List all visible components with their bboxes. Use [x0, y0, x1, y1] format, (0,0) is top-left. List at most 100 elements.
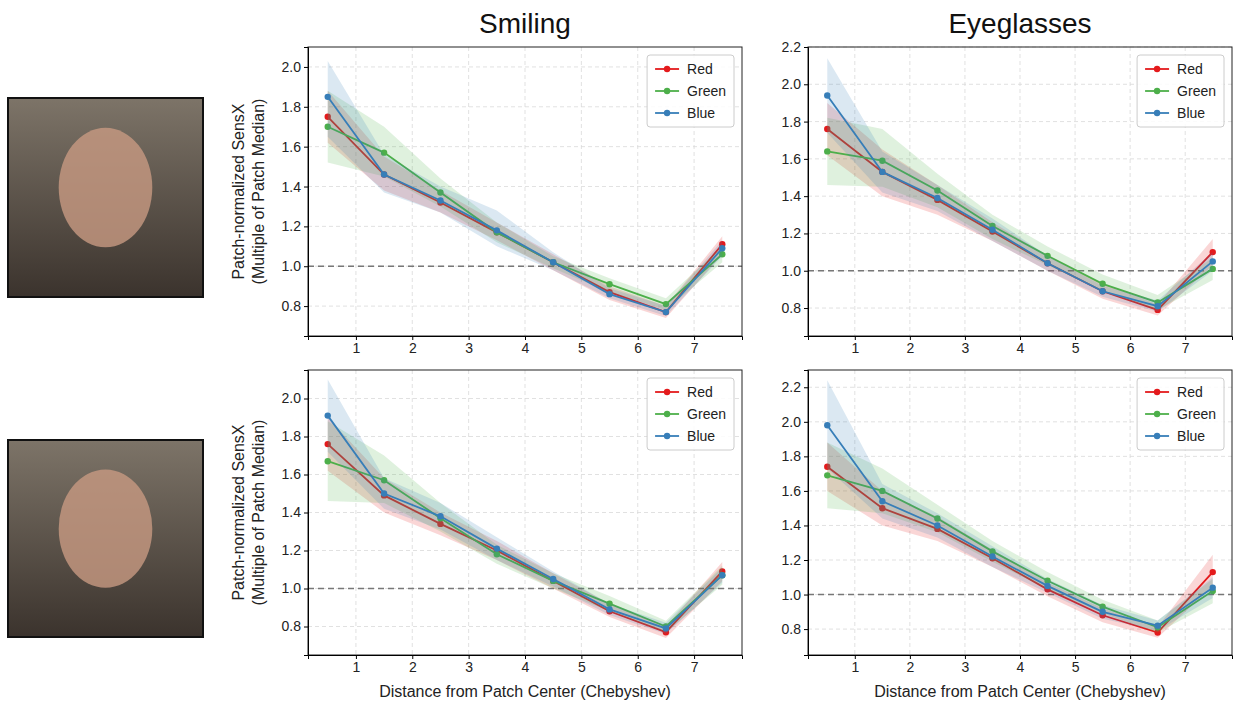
- legend-swatch: [664, 88, 670, 94]
- x-axis-title: Distance from Patch Center (Chebyshev): [379, 683, 671, 700]
- point: [663, 309, 669, 315]
- tick-label: 3: [465, 659, 473, 675]
- panel: 12345670.81.01.21.41.61.82.0Distance fro…: [230, 370, 743, 700]
- point: [381, 490, 387, 496]
- tick: 1.2: [782, 225, 808, 241]
- y-axis-title: (Multiple of Patch Median): [250, 420, 267, 606]
- tick-mark: [804, 456, 808, 457]
- y-axis: 0.81.01.21.41.61.82.0: [282, 48, 309, 337]
- legend-swatch: [664, 411, 670, 417]
- tick-mark: [304, 475, 308, 476]
- tick-label: 2: [906, 659, 914, 675]
- tick-label: 7: [691, 659, 699, 675]
- tick: 5: [578, 336, 586, 356]
- tick-label: 1.8: [282, 99, 302, 115]
- tick-label: 6: [634, 659, 642, 675]
- tick-label: 1.2: [782, 225, 802, 241]
- grid-line: [808, 308, 1232, 309]
- tick: 0.8: [282, 618, 308, 634]
- tick: 4: [1017, 655, 1025, 675]
- series: [325, 418, 726, 638]
- tick: 1.8: [782, 114, 808, 130]
- tick-mark: [804, 629, 808, 630]
- tick: 1.4: [282, 504, 308, 520]
- tick-label: 0.8: [282, 298, 302, 314]
- reference-line: [808, 270, 1232, 272]
- tick-mark: [304, 67, 308, 68]
- point: [1154, 622, 1160, 628]
- series: [824, 443, 1216, 633]
- grid-line: [808, 594, 1232, 595]
- point: [934, 522, 940, 528]
- tick-label: 1.0: [282, 258, 302, 274]
- tick-mark: [304, 513, 308, 514]
- tick-label: 3: [962, 340, 970, 356]
- tick-label: 6: [1127, 659, 1135, 675]
- tick-label: 1.6: [782, 151, 802, 167]
- legend-box: [647, 55, 734, 127]
- tick: 1: [353, 655, 361, 675]
- tick: 3: [465, 336, 473, 356]
- tick-label: 0.8: [282, 618, 302, 634]
- tick-mark: [304, 399, 308, 400]
- legend-label: Green: [687, 83, 726, 99]
- tick-label: 2.0: [782, 414, 802, 430]
- tick: 2.0: [782, 76, 808, 92]
- photo: [8, 440, 203, 637]
- legend: RedGreenBlue: [1137, 55, 1224, 127]
- series: [824, 118, 1216, 310]
- grid-line: [808, 270, 1232, 271]
- band: [328, 418, 723, 638]
- point: [824, 148, 830, 154]
- panel: 12345670.81.01.21.41.61.82.0SmilingPatch…: [230, 8, 743, 356]
- legend-swatch: [1154, 66, 1160, 72]
- photo-face: [59, 128, 153, 247]
- tick: 1.2: [282, 542, 308, 558]
- grid-line: [964, 370, 965, 655]
- reference-line: [308, 588, 742, 590]
- tick: 6: [634, 655, 642, 675]
- point: [437, 197, 443, 203]
- tick-label: 1.4: [282, 504, 302, 520]
- tick-label: 1.0: [782, 263, 802, 279]
- tick: 1.0: [282, 580, 308, 596]
- photo-frame: [8, 440, 203, 637]
- x-axis: 1234567: [309, 655, 743, 675]
- axis-line: [304, 371, 309, 656]
- tick: 4: [522, 655, 530, 675]
- tick: 7: [691, 655, 699, 675]
- point: [1044, 260, 1050, 266]
- tick: 0.8: [782, 300, 808, 316]
- tick: 2: [409, 655, 417, 675]
- tick: 3: [962, 336, 970, 356]
- tick-label: 1.6: [282, 139, 302, 155]
- grid: [808, 370, 1232, 655]
- legend-swatch: [1154, 433, 1160, 439]
- tick: 3: [962, 655, 970, 675]
- tick: 2: [906, 336, 914, 356]
- grid-line: [808, 525, 1232, 526]
- legend-swatch: [1154, 411, 1160, 417]
- tick-label: 6: [634, 340, 642, 356]
- tick-label: 0.8: [782, 621, 802, 637]
- tick: 1.0: [282, 258, 308, 274]
- legend: RedGreenBlue: [647, 55, 734, 127]
- tick-mark: [304, 627, 308, 628]
- line: [328, 127, 723, 304]
- grid-line: [308, 306, 742, 307]
- tick-label: 3: [465, 340, 473, 356]
- tick-mark: [804, 595, 808, 596]
- band: [827, 103, 1212, 316]
- point: [606, 606, 612, 612]
- tick-mark: [304, 551, 308, 552]
- point: [824, 472, 830, 478]
- tick: 2: [409, 336, 417, 356]
- point: [550, 576, 556, 582]
- tick-label: 2: [409, 659, 417, 675]
- tick: 1.8: [282, 428, 308, 444]
- grid-line: [525, 47, 526, 336]
- tick-label: 1.2: [282, 218, 302, 234]
- tick-label: 4: [1017, 659, 1025, 675]
- tick-label: 1.6: [782, 483, 802, 499]
- tick-label: 2.2: [782, 379, 802, 395]
